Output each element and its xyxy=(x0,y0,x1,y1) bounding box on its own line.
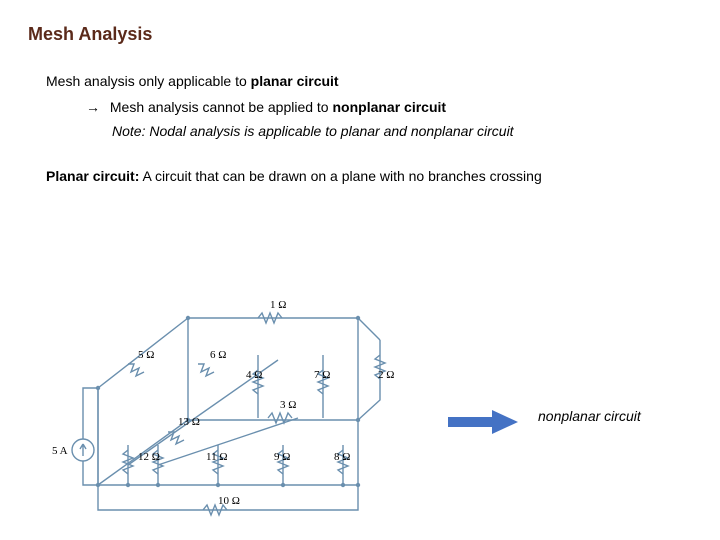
resistor-label: 10 Ω xyxy=(218,495,240,507)
definition: Planar circuit: A circuit that can be dr… xyxy=(46,167,606,187)
statement-1-a: Mesh analysis only applicable to xyxy=(46,73,251,89)
resistor-label: 13 Ω xyxy=(178,416,200,428)
figure-area: 5 A 1 Ω 2 Ω 5 Ω 6 Ω 4 Ω 7 Ω 3 Ω 13 Ω 12 Ω 11 Ω 9 Ω… xyxy=(28,300,688,520)
resistor-label: 5 Ω xyxy=(138,349,154,361)
resistor-label: 11 Ω xyxy=(206,451,228,463)
arrow-icon xyxy=(448,408,520,436)
figure-caption: nonplanar circuit xyxy=(538,408,641,424)
statement-1: Mesh analysis only applicable to planar … xyxy=(46,73,692,89)
source-label: 5 A xyxy=(52,445,68,457)
statement-2-b: nonplanar circuit xyxy=(332,99,446,115)
resistor-label: 2 Ω xyxy=(378,369,394,381)
resistor-label: 4 Ω xyxy=(246,369,262,381)
statement-1-b: planar circuit xyxy=(251,73,339,89)
arrow-glyph: → xyxy=(86,99,100,115)
resistor-label: 3 Ω xyxy=(280,399,296,411)
resistor-label: 6 Ω xyxy=(210,349,226,361)
statement-2-a: Mesh analysis cannot be applied to xyxy=(110,99,333,115)
resistor-label: 9 Ω xyxy=(274,451,290,463)
resistor-label: 8 Ω xyxy=(334,451,350,463)
note-text: Note: Nodal analysis is applicable to pl… xyxy=(112,123,692,139)
resistor-label: 1 Ω xyxy=(270,300,286,311)
resistor-label: 12 Ω xyxy=(138,451,160,463)
page-title: Mesh Analysis xyxy=(28,24,692,45)
definition-lead: Planar circuit: xyxy=(46,168,139,184)
circuit-diagram: 5 A 1 Ω 2 Ω 5 Ω 6 Ω 4 Ω 7 Ω 3 Ω 13 Ω 12 Ω 11 Ω 9 Ω… xyxy=(28,300,428,520)
resistor-label: 7 Ω xyxy=(314,369,330,381)
definition-rest: A circuit that can be drawn on a plane w… xyxy=(139,168,541,184)
statement-2: → Mesh analysis cannot be applied to non… xyxy=(86,99,692,115)
